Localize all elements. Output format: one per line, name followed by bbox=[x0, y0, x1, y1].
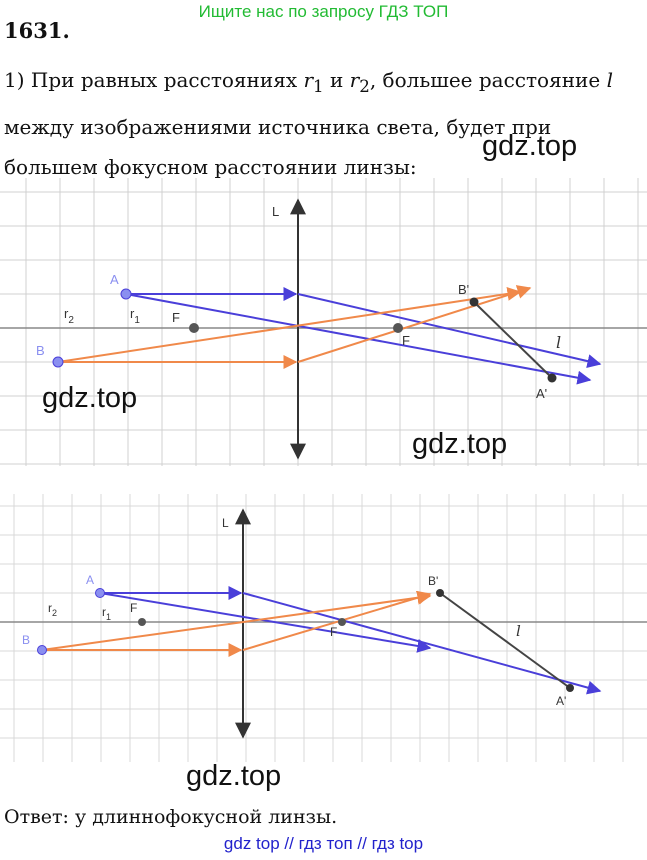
label-f-left-2: F bbox=[130, 601, 137, 615]
label-f-right-1: F bbox=[402, 333, 410, 348]
label-r1-1-sub: 1 bbox=[134, 315, 140, 326]
top-banner[interactable]: Ищите нас по запросу ГДЗ ТОП bbox=[198, 2, 449, 21]
ray-a-refracted-2 bbox=[242, 592, 602, 695]
label-b-2: B bbox=[22, 633, 30, 647]
label-l-1: l bbox=[556, 333, 561, 352]
image-b-1 bbox=[469, 297, 479, 307]
grid-2 bbox=[0, 494, 647, 762]
watermark-fig2: gdz.top bbox=[186, 760, 282, 792]
label-a-2: A bbox=[86, 573, 94, 587]
label-r2-2-sub: 2 bbox=[52, 608, 57, 618]
label-r1-2-sub: 1 bbox=[106, 612, 111, 622]
label-a-1: A bbox=[110, 272, 119, 287]
focus-left-2 bbox=[138, 618, 146, 626]
statement-prefix: 1) При равных расстояниях bbox=[4, 68, 304, 92]
label-b-1: B bbox=[36, 343, 45, 358]
task-statement: 1) При равных расстояниях r1 и r2, больш… bbox=[4, 60, 644, 187]
focus-left-1 bbox=[189, 323, 199, 333]
label-b-img-2: B' bbox=[428, 574, 438, 588]
image-b-2 bbox=[436, 589, 444, 597]
label-r1-1-main: r bbox=[130, 306, 135, 321]
label-r1-2-main: r bbox=[102, 605, 106, 619]
ray-a-center-2 bbox=[99, 592, 432, 653]
label-a-img-1: A' bbox=[536, 386, 547, 401]
symbol-r1: r bbox=[303, 68, 314, 92]
image-distance-l-1 bbox=[473, 301, 553, 379]
ray-a-center-1 bbox=[125, 293, 592, 385]
focus-right-1 bbox=[393, 323, 403, 333]
watermark-fig1-right: gdz.top bbox=[412, 428, 508, 460]
statement-middle: , большее расстояние bbox=[369, 68, 607, 92]
ray-b-center-2 bbox=[41, 590, 432, 651]
label-r2-2-main: r bbox=[48, 601, 52, 615]
figure-1-diagram: L A B r2 r1 F F B' A' l bbox=[0, 178, 647, 466]
focus-right-2 bbox=[338, 618, 346, 626]
symbol-r2-sub: 2 bbox=[359, 77, 370, 96]
label-f-left-1: F bbox=[172, 310, 180, 325]
watermark: gdz.top bbox=[482, 130, 578, 162]
task-number: 1631. bbox=[4, 18, 70, 43]
symbol-r1-sub: 1 bbox=[313, 77, 324, 96]
symbol-r2: r bbox=[349, 68, 360, 92]
label-a-img-2: A' bbox=[556, 694, 566, 708]
label-r2-1-main: r bbox=[64, 306, 69, 321]
point-a-1 bbox=[120, 288, 132, 300]
label-r1-1: r1 bbox=[130, 306, 140, 326]
ray-a-refracted-1 bbox=[297, 293, 602, 368]
ray-b-refracted-2 bbox=[242, 590, 432, 651]
label-r1-2: r1 bbox=[102, 605, 111, 622]
answer-text: Ответ: у длиннофокусной линзы. bbox=[4, 806, 338, 828]
point-b-2 bbox=[37, 645, 47, 655]
statement-suffix: между изображениями источника света, буд… bbox=[4, 115, 552, 179]
ray-b-refracted-1 bbox=[297, 285, 532, 363]
label-lens-2: L bbox=[222, 516, 229, 530]
label-r2-2: r2 bbox=[48, 601, 57, 618]
label-r2-1-sub: 2 bbox=[68, 315, 74, 326]
label-r2-1: r2 bbox=[64, 306, 74, 326]
image-a-2 bbox=[566, 684, 574, 692]
symbol-l: l bbox=[606, 68, 613, 92]
image-a-1 bbox=[547, 373, 557, 383]
figure-2-diagram: L A B r2 r1 F F B' A' l bbox=[0, 494, 647, 762]
grid-1 bbox=[0, 178, 647, 466]
point-a-2 bbox=[95, 588, 105, 598]
footer-links[interactable]: gdz top // гдз топ // гдз top bbox=[223, 834, 424, 853]
watermark-fig1-left: gdz.top bbox=[42, 382, 138, 414]
label-b-img-1: B' bbox=[458, 282, 469, 297]
point-b-1 bbox=[52, 356, 64, 368]
label-f-right-2: F bbox=[330, 625, 337, 639]
label-lens-1: L bbox=[272, 204, 279, 219]
label-l-2: l bbox=[516, 622, 521, 640]
statement-and: и bbox=[323, 68, 350, 92]
ray-b-center-1 bbox=[57, 286, 522, 363]
image-distance-l-2 bbox=[439, 592, 571, 689]
